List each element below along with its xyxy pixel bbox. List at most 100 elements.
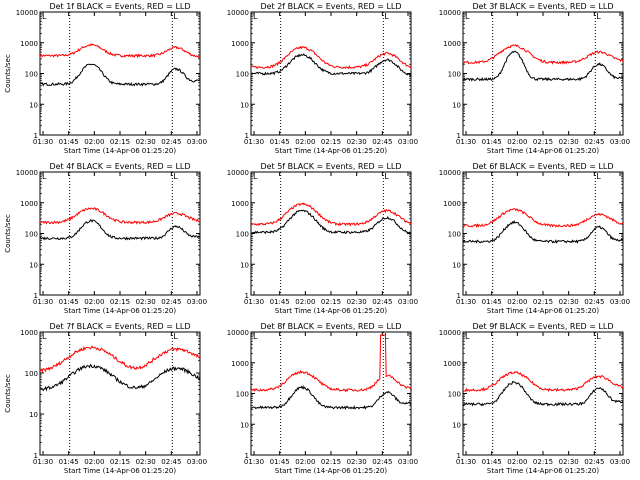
x-tick-label: 03:00 [187, 458, 207, 466]
x-tick-label: 02:45 [161, 138, 181, 146]
series-lld-line [39, 207, 200, 225]
x-tick-label: 02:30 [559, 138, 579, 146]
y-tick-label: 1 [457, 132, 461, 140]
x-tick-label: 03:00 [187, 298, 207, 306]
y-tick-label: 10 [452, 101, 461, 109]
marker-l-label: L [253, 172, 258, 181]
x-tick-label: 02:00 [507, 458, 527, 466]
panel-det-2: Det 2f BLACK = Events, RED = LLD 1 10 100 10… [227, 2, 418, 155]
y-tick-label: 1 [245, 452, 249, 460]
y-tick-label: 1000 [20, 40, 38, 48]
plot-title: Det 5f BLACK = Events, RED = LLD [260, 162, 401, 171]
x-tick-label: 01:30 [244, 298, 264, 306]
y-tick-label: 10000 [439, 9, 461, 17]
x-tick-label: 03:00 [398, 298, 418, 306]
series-lld-line [250, 334, 412, 393]
panel-det-6: Det 6f BLACK = Events, RED = LLD 1 10 100 10… [439, 162, 630, 315]
y-tick-label: 100 [448, 391, 461, 399]
x-axis-title: Start Time (14-Apr-06 01:25:20) [64, 307, 176, 315]
y-tick-label: 1000 [231, 200, 249, 208]
series-events-line [250, 209, 412, 235]
y-tick-label: 10 [240, 101, 249, 109]
y-tick-label: 10000 [227, 329, 249, 337]
marker-l-label: L [173, 12, 178, 21]
plot-title: Det 4f BLACK = Events, RED = LLD [49, 162, 190, 171]
x-tick-label: 01:45 [59, 458, 79, 466]
series-events-line [250, 385, 412, 411]
x-tick-label: 01:45 [270, 298, 290, 306]
y-tick-label: 10000 [16, 9, 38, 17]
series-events-line [39, 219, 201, 241]
y-tick-label: 100 [236, 391, 249, 399]
y-tick-label: 10000 [16, 169, 38, 177]
x-axis-title: Start Time (14-Apr-06 01:25:20) [275, 307, 387, 315]
series-lld-line [462, 370, 624, 393]
plot-title: Det 8f BLACK = Events, RED = LLD [260, 322, 401, 331]
y-tick-label: 1000 [231, 40, 249, 48]
x-tick-label: 02:00 [295, 298, 315, 306]
plot-frame [462, 331, 624, 456]
x-tick-label: 01:45 [270, 138, 290, 146]
x-tick-label: 01:45 [482, 298, 502, 306]
marker-l-label: L [42, 332, 47, 341]
y-tick-label: 10 [452, 421, 461, 429]
y-tick-label: 1 [34, 452, 38, 460]
x-tick-label: 02:00 [507, 138, 527, 146]
y-tick-label: 100 [448, 231, 461, 239]
marker-l-label: L [384, 172, 389, 181]
plot-frame [39, 171, 201, 296]
plot-frame [462, 11, 624, 136]
plot-frame [250, 171, 412, 296]
marker-l-label: L [173, 332, 178, 341]
series-events-line [39, 363, 201, 392]
x-tick-label: 02:15 [321, 138, 341, 146]
y-tick-label: 100 [236, 231, 249, 239]
x-axis-title: Start Time (14-Apr-06 01:25:20) [487, 467, 599, 475]
x-tick-label: 03:00 [187, 138, 207, 146]
plot-title: Det 7f BLACK = Events, RED = LLD [49, 322, 190, 331]
y-tick-label: 10 [29, 411, 38, 419]
y-tick-label: 10000 [439, 169, 461, 177]
marker-l-label: L [596, 12, 601, 21]
marker-l-label: L [596, 172, 601, 181]
plot-frame [462, 171, 624, 296]
x-tick-label: 01:45 [59, 298, 79, 306]
series-lld-line [39, 345, 201, 374]
x-tick-label: 02:30 [136, 138, 156, 146]
plot-frame [39, 331, 201, 456]
y-tick-label: 10 [452, 261, 461, 269]
x-tick-label: 02:00 [84, 138, 104, 146]
x-tick-label: 02:30 [347, 458, 367, 466]
x-tick-label: 01:45 [482, 458, 502, 466]
series-lld-line [463, 44, 624, 66]
panel-det-8: Det 8f BLACK = Events, RED = LLD 1 10 100 10… [227, 322, 418, 475]
x-tick-label: 02:15 [533, 458, 553, 466]
panel-det-4: Det 4f BLACK = Events, RED = LLD 1 10 100 10… [4, 162, 207, 315]
marker-l-label: L [42, 172, 47, 181]
series-lld-line [39, 43, 200, 59]
y-axis-title: Counts/sec [4, 374, 12, 413]
x-tick-label: 02:15 [110, 138, 130, 146]
marker-l-label: L [253, 332, 258, 341]
x-tick-label: 02:15 [110, 298, 130, 306]
x-tick-label: 03:00 [398, 458, 418, 466]
marker-l-label: L [596, 332, 601, 341]
x-tick-label: 02:30 [559, 458, 579, 466]
x-tick-label: 01:30 [456, 298, 476, 306]
y-tick-label: 100 [25, 370, 38, 378]
marker-l-label: L [465, 172, 470, 181]
x-tick-label: 02:15 [321, 458, 341, 466]
series-lld-line [462, 208, 624, 229]
x-axis-title: Start Time (14-Apr-06 01:25:20) [487, 307, 599, 315]
plot-title: Det 1f BLACK = Events, RED = LLD [49, 2, 190, 11]
x-tick-label: 03:00 [398, 138, 418, 146]
panel-det-1: Det 1f BLACK = Events, RED = LLD 1 10 100 10… [4, 2, 207, 155]
x-tick-label: 01:30 [456, 138, 476, 146]
y-tick-label: 1 [457, 452, 461, 460]
series-events-line [40, 63, 201, 87]
plot-title: Det 2f BLACK = Events, RED = LLD [260, 2, 401, 11]
y-tick-label: 10 [29, 101, 38, 109]
y-tick-label: 1000 [231, 360, 249, 368]
x-tick-label: 01:30 [33, 458, 53, 466]
x-tick-label: 02:30 [136, 298, 156, 306]
